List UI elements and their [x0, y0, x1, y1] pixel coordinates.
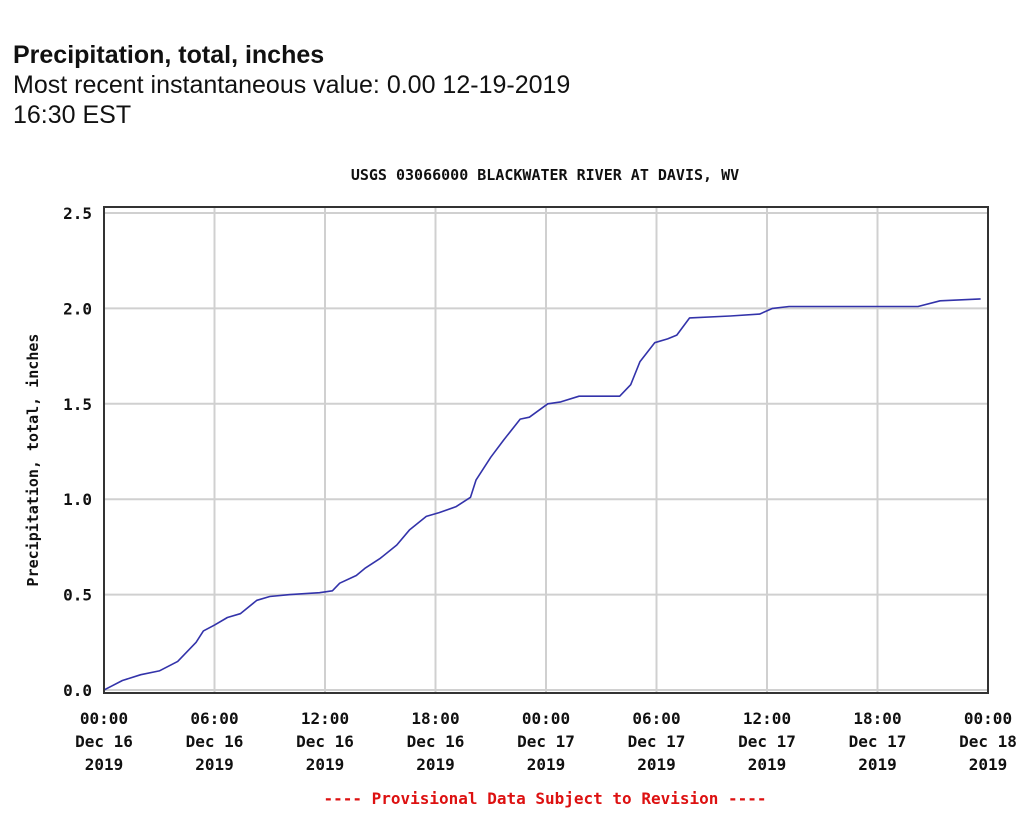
x-tick-year: 2019: [416, 755, 455, 774]
chart-title: USGS 03066000 BLACKWATER RIVER AT DAVIS,…: [351, 166, 739, 184]
x-tick-time: 18:00: [411, 709, 459, 728]
x-tick-4: 00:00 Dec 17 2019: [517, 709, 575, 774]
plot-frame: [103, 206, 989, 694]
y-axis-label: Precipitation, total, inches: [24, 334, 42, 587]
x-tick-date: Dec 16: [186, 732, 244, 751]
x-tick-year: 2019: [748, 755, 787, 774]
x-tick-time: 00:00: [80, 709, 128, 728]
x-tick-1: 06:00 Dec 16 2019: [186, 709, 244, 774]
recent-value-line2: 16:30 EST: [13, 101, 132, 129]
x-tick-year: 2019: [195, 755, 234, 774]
x-tick-time: 00:00: [522, 709, 570, 728]
y-tick-label: 2.0: [63, 299, 92, 318]
y-tick-label: 0.0: [63, 681, 92, 700]
x-tick-time: 06:00: [190, 709, 238, 728]
x-tick-time: 12:00: [743, 709, 791, 728]
x-axis-ticks: 00:00 Dec 16 2019 06:00 Dec 16 2019 12:00 Dec 1…: [75, 709, 1017, 774]
y-tick-label: 2.5: [63, 204, 92, 223]
parameter-header: Precipitation, total, inches Most recent…: [13, 40, 570, 130]
x-tick-date: Dec 16: [75, 732, 133, 751]
x-tick-date: Dec 16: [407, 732, 465, 751]
parameter-title: Precipitation, total, inches: [13, 41, 325, 69]
x-tick-date: Dec 17: [628, 732, 686, 751]
x-tick-0: 00:00 Dec 16 2019: [75, 709, 133, 774]
x-tick-8: 00:00 Dec 18 2019: [959, 709, 1017, 774]
y-tick-label: 0.5: [63, 586, 92, 605]
x-tick-year: 2019: [858, 755, 897, 774]
x-tick-7: 18:00 Dec 17 2019: [849, 709, 907, 774]
x-tick-year: 2019: [969, 755, 1008, 774]
x-tick-year: 2019: [527, 755, 566, 774]
x-tick-5: 06:00 Dec 17 2019: [628, 709, 686, 774]
x-tick-date: Dec 17: [517, 732, 575, 751]
provisional-data-note: ---- Provisional Data Subject to Revisio…: [323, 789, 766, 808]
x-tick-time: 00:00: [964, 709, 1012, 728]
y-axis-ticks: 0.0 0.5 1.0 1.5 2.0 2.5: [63, 204, 92, 700]
x-tick-time: 18:00: [853, 709, 901, 728]
y-tick-label: 1.5: [63, 395, 92, 414]
y-tick-label: 1.0: [63, 490, 92, 509]
x-tick-date: Dec 17: [738, 732, 796, 751]
x-tick-time: 12:00: [301, 709, 349, 728]
x-tick-date: Dec 16: [296, 732, 354, 751]
grid-lines: [103, 207, 989, 693]
x-tick-date: Dec 18: [959, 732, 1017, 751]
x-tick-year: 2019: [637, 755, 676, 774]
x-tick-year: 2019: [85, 755, 124, 774]
x-tick-time: 06:00: [632, 709, 680, 728]
x-tick-year: 2019: [306, 755, 345, 774]
recent-value-line1: Most recent instantaneous value: 0.00 12…: [13, 71, 571, 99]
x-tick-3: 18:00 Dec 16 2019: [407, 709, 465, 774]
x-tick-date: Dec 17: [849, 732, 907, 751]
series-line-precipitation: [103, 298, 981, 691]
x-tick-2: 12:00 Dec 16 2019: [296, 709, 354, 774]
x-tick-6: 12:00 Dec 17 2019: [738, 709, 796, 774]
